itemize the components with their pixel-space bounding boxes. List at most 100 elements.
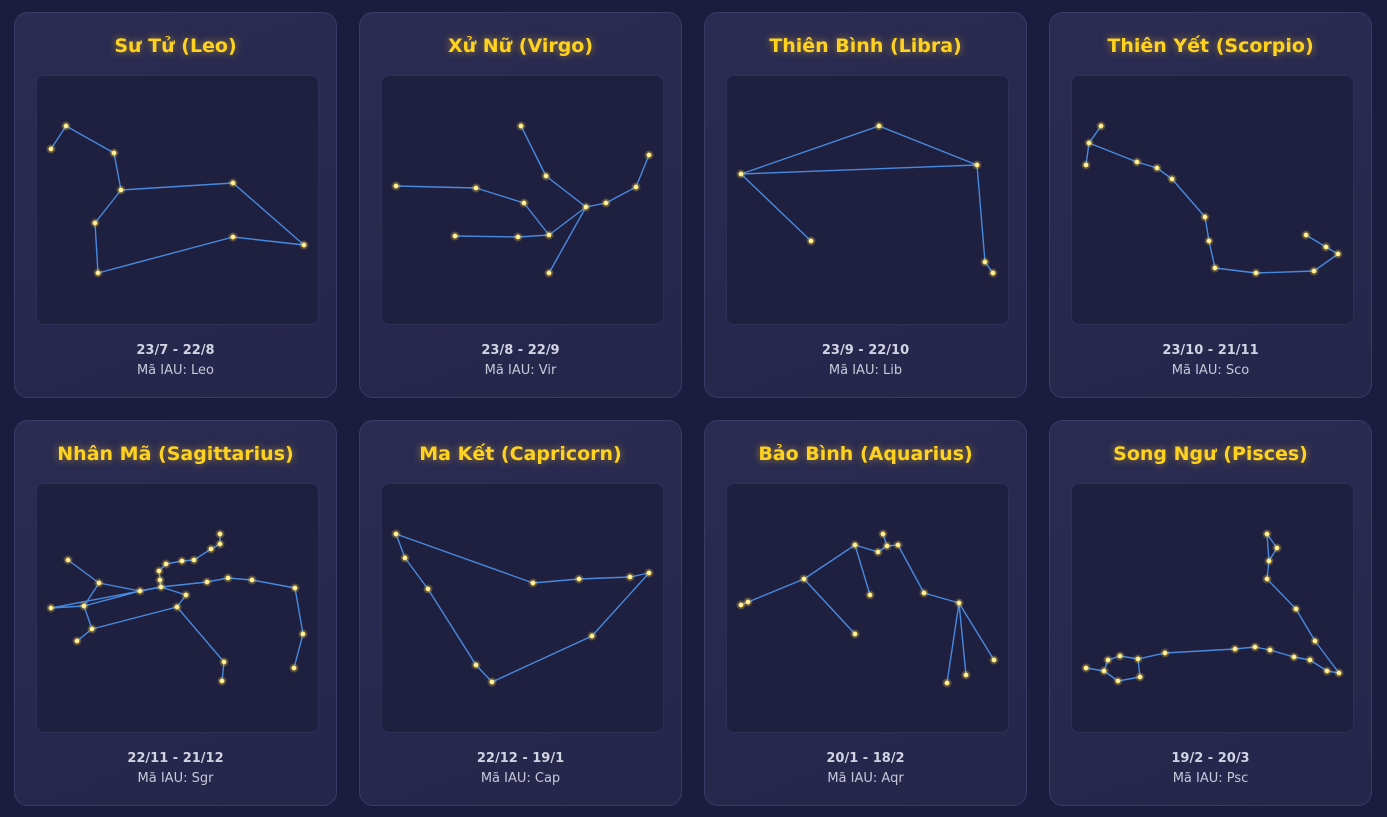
constellation-line: [747, 578, 805, 603]
star: [646, 570, 652, 576]
constellation-line: [854, 544, 879, 553]
constellation-line: [1254, 646, 1271, 651]
constellation-line: [475, 664, 493, 683]
constellation-line: [591, 572, 650, 637]
star: [1291, 654, 1297, 660]
star: [1115, 678, 1121, 684]
constellation-line: [923, 592, 960, 604]
star: [875, 549, 881, 555]
iau-label: Mã IAU:: [136, 363, 187, 378]
iau-code: Mã IAU: Cap: [360, 771, 681, 786]
iau-value: Sgr: [191, 771, 214, 786]
iau-code: Mã IAU: Leo: [15, 363, 336, 378]
star: [1264, 576, 1270, 582]
star: [157, 577, 163, 583]
star: [1101, 668, 1107, 674]
constellation-title: Nhân Mã (Sagittarius): [57, 443, 294, 465]
star: [208, 546, 214, 552]
constellation-line: [946, 602, 960, 684]
star: [1264, 531, 1270, 537]
star: [1232, 646, 1238, 652]
constellation-line: [293, 633, 304, 669]
star: [1266, 558, 1272, 564]
constellation-line: [958, 602, 967, 676]
constellation-line: [976, 164, 986, 263]
iau-label: Mã IAU:: [827, 771, 878, 786]
star: [589, 633, 595, 639]
date-range: 23/8 - 22/9: [481, 343, 560, 358]
constellation-line: [1268, 547, 1278, 562]
constellation-line: [165, 560, 183, 565]
constellation-svg: [1081, 529, 1344, 686]
constellation-line: [548, 206, 587, 274]
star: [808, 238, 814, 244]
star: [801, 576, 807, 582]
constellation-map: [36, 75, 319, 325]
star: [1253, 270, 1259, 276]
constellation-card-virgo[interactable]: Xử Nữ (Virgo) 23/8 - 22/9 Mã IAU: Vir: [359, 12, 682, 398]
constellation-line: [221, 661, 225, 682]
constellation-card-libra[interactable]: Thiên Bình (Libra) 23/9 - 22/10 Mã IAU: …: [704, 12, 1027, 398]
iau-code: Mã IAU: Sco: [1050, 363, 1371, 378]
iau-label: Mã IAU:: [137, 771, 188, 786]
star: [1137, 674, 1143, 680]
constellation-line: [395, 185, 477, 189]
constellation-card-capricorn[interactable]: Ma Kết (Capricorn) 22/12 - 19/1 Mã IAU: …: [359, 420, 682, 806]
constellation-line: [50, 125, 67, 150]
iau-label: Mã IAU:: [1172, 771, 1223, 786]
constellation-line: [520, 125, 547, 177]
star: [738, 171, 744, 177]
constellation-line: [427, 588, 477, 666]
star: [221, 659, 227, 665]
iau-code: Mã IAU: Lib: [705, 363, 1026, 378]
constellation-line: [97, 236, 234, 274]
constellation-title: Song Ngư (Pisces): [1113, 443, 1308, 465]
constellation-line: [1171, 178, 1206, 218]
constellation-card-pisces[interactable]: Song Ngư (Pisces) 19/2 - 20/3 Mã IAU: Ps…: [1049, 420, 1372, 806]
constellation-card-sagittarius[interactable]: Nhân Mã (Sagittarius) 22/11 - 21/12 Mã I…: [14, 420, 337, 806]
star: [74, 638, 80, 644]
star: [867, 592, 873, 598]
constellation-line: [1156, 167, 1173, 180]
star: [118, 187, 124, 193]
star: [1311, 268, 1317, 274]
constellation-line: [1088, 125, 1102, 144]
iau-code: Mã IAU: Sgr: [15, 771, 336, 786]
star: [990, 270, 996, 276]
constellation-card-leo[interactable]: Sư Tử (Leo) 23/7 - 22/8 Mã IAU: Leo: [14, 12, 337, 398]
star: [191, 557, 197, 563]
constellation-line: [1313, 253, 1339, 272]
star: [1267, 647, 1273, 653]
iau-value: Cap: [534, 771, 561, 786]
constellation-line: [94, 222, 99, 274]
star: [183, 592, 189, 598]
constellation-line: [160, 586, 187, 596]
star: [89, 626, 95, 632]
star: [1083, 665, 1089, 671]
constellation-card-aquarius[interactable]: Bảo Bình (Aquarius) 20/1 - 18/2 Mã IAU: …: [704, 420, 1027, 806]
iau-value: Leo: [191, 363, 215, 378]
constellation-line: [517, 234, 550, 238]
star: [852, 631, 858, 637]
star: [48, 605, 54, 611]
constellation-line: [585, 202, 607, 208]
constellation-line: [193, 548, 212, 561]
star: [1252, 644, 1258, 650]
star: [1303, 232, 1309, 238]
star: [48, 146, 54, 152]
constellation-line: [605, 186, 637, 204]
constellation-card-scorpio[interactable]: Thiên Yết (Scorpio) 23/10 - 21/11 Mã IAU…: [1049, 12, 1372, 398]
constellation-line: [232, 236, 305, 246]
star: [1206, 238, 1212, 244]
star: [546, 270, 552, 276]
constellation-map: [1071, 483, 1354, 733]
star: [217, 531, 223, 537]
constellation-line: [50, 586, 162, 609]
star: [1323, 244, 1329, 250]
star: [291, 665, 297, 671]
star: [393, 183, 399, 189]
constellation-line: [740, 173, 812, 242]
constellation-line: [50, 605, 85, 609]
constellation-line: [94, 189, 122, 224]
iau-value: Lib: [882, 363, 903, 378]
